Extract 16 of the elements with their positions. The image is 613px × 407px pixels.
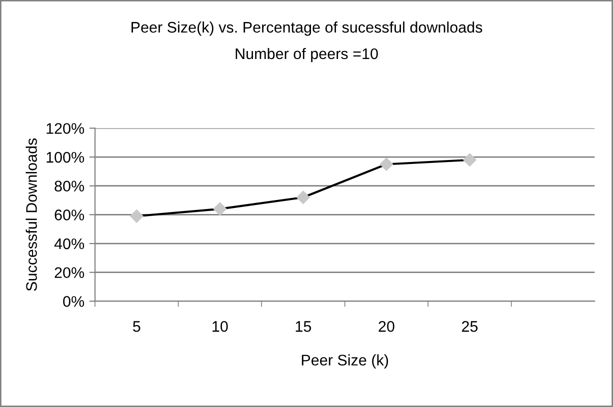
x-tick-label: 5 — [133, 321, 140, 332]
x-tick-label: 20 — [378, 321, 394, 332]
x-tick-label: 25 — [462, 321, 478, 332]
chart-title: Peer Size(k) vs. Percentage of sucessful downloads — [132, 21, 482, 36]
y-tick-label: 20% — [54, 267, 84, 278]
x-axis-title: Peer Size (k) — [302, 354, 388, 369]
x-tick-label: 15 — [296, 321, 312, 332]
x-tick-label: 10 — [212, 321, 228, 332]
y-axis-title: Successful Downloads — [26, 138, 37, 291]
y-tick-label: 0% — [63, 296, 84, 307]
y-tick-label: 60% — [54, 210, 84, 220]
y-tick-label: 80% — [54, 180, 84, 192]
chart-subtitle: Number of peers =10 — [236, 48, 378, 62]
y-tick-label: 120% — [46, 123, 84, 134]
y-tick-label: 40% — [54, 238, 84, 250]
y-tick-label: 100% — [46, 152, 84, 163]
